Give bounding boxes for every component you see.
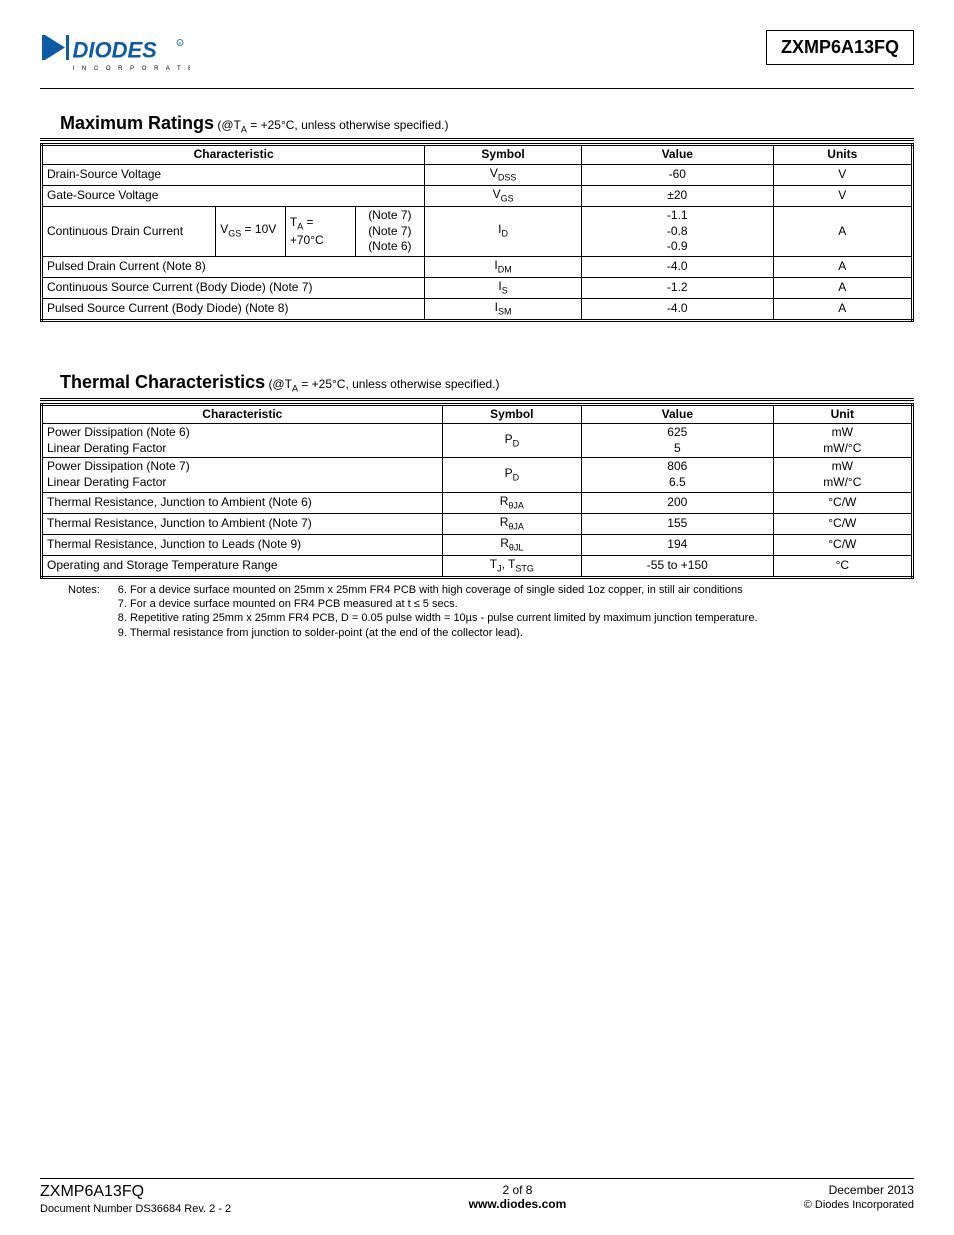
footer-right: December 2013 © Diodes Incorporated [804, 1183, 914, 1215]
svg-text:DIODES: DIODES [73, 38, 158, 63]
diodes-logo-icon: DIODES R I N C O R P O R A T E D [40, 30, 190, 80]
table-row: Thermal Resistance, Junction to Ambient … [42, 492, 913, 513]
notes-list: 6. For a device surface mounted on 25mm … [118, 583, 914, 640]
company-logo: DIODES R I N C O R P O R A T E D [40, 30, 190, 80]
note-item: 9. Thermal resistance from junction to s… [118, 626, 914, 640]
col-value: Value [581, 145, 773, 165]
footer-center: 2 of 8 www.diodes.com [469, 1183, 567, 1215]
col-characteristic: Characteristic [42, 404, 443, 424]
page-header: DIODES R I N C O R P O R A T E D ZXMP6A1… [40, 30, 914, 89]
section-condition: (@TA = +25°C, unless otherwise specified… [217, 118, 448, 132]
table-row: Continuous Source Current (Body Diode) (… [42, 278, 913, 299]
page-footer: ZXMP6A13FQ Document Number DS36684 Rev. … [40, 1178, 914, 1215]
logo-subtext: I N C O R P O R A T E D [73, 66, 191, 72]
table-row: Drain-Source Voltage VDSS -60 V [42, 164, 913, 185]
table-row: Thermal Resistance, Junction to Leads (N… [42, 534, 913, 555]
footer-left: ZXMP6A13FQ Document Number DS36684 Rev. … [40, 1183, 231, 1215]
section-title: Thermal Characteristics [60, 372, 265, 392]
table-row: Operating and Storage Temperature Range … [42, 555, 913, 577]
note-item: 6. For a device surface mounted on 25mm … [118, 583, 914, 597]
note-item: 7. For a device surface mounted on FR4 P… [118, 597, 914, 611]
svg-text:R: R [179, 41, 182, 46]
section-maximum-ratings: Maximum Ratings (@TA = +25°C, unless oth… [40, 113, 914, 322]
table-row: Power Dissipation (Note 6)Linear Deratin… [42, 424, 913, 458]
section-condition: (@TA = +25°C, unless otherwise specified… [268, 377, 499, 391]
note-item: 8. Repetitive rating 25mm x 25mm FR4 PCB… [118, 611, 914, 625]
notes-section: Notes: 6. For a device surface mounted o… [40, 583, 914, 640]
table-row: Gate-Source Voltage VGS ±20 V [42, 186, 913, 207]
section-thermal: Thermal Characteristics (@TA = +25°C, un… [40, 372, 914, 579]
col-value: Value [582, 404, 774, 424]
table-row: Power Dissipation (Note 7)Linear Deratin… [42, 458, 913, 492]
table-row: Pulsed Source Current (Body Diode) (Note… [42, 299, 913, 321]
col-units: Units [773, 145, 912, 165]
part-number: ZXMP6A13FQ [766, 30, 914, 65]
maximum-ratings-table: Characteristic Symbol Value Units Drain-… [40, 143, 914, 322]
col-symbol: Symbol [442, 404, 581, 424]
table-row: Pulsed Drain Current (Note 8) IDM -4.0 A [42, 256, 913, 277]
section-title: Maximum Ratings [60, 113, 214, 133]
thermal-table: Characteristic Symbol Value Unit Power D… [40, 403, 914, 579]
col-unit: Unit [773, 404, 912, 424]
notes-label: Notes: [68, 583, 100, 640]
col-symbol: Symbol [425, 145, 582, 165]
col-characteristic: Characteristic [42, 145, 425, 165]
table-row: Continuous Drain Current VGS = 10V TA = … [42, 207, 913, 257]
table-row: Thermal Resistance, Junction to Ambient … [42, 513, 913, 534]
